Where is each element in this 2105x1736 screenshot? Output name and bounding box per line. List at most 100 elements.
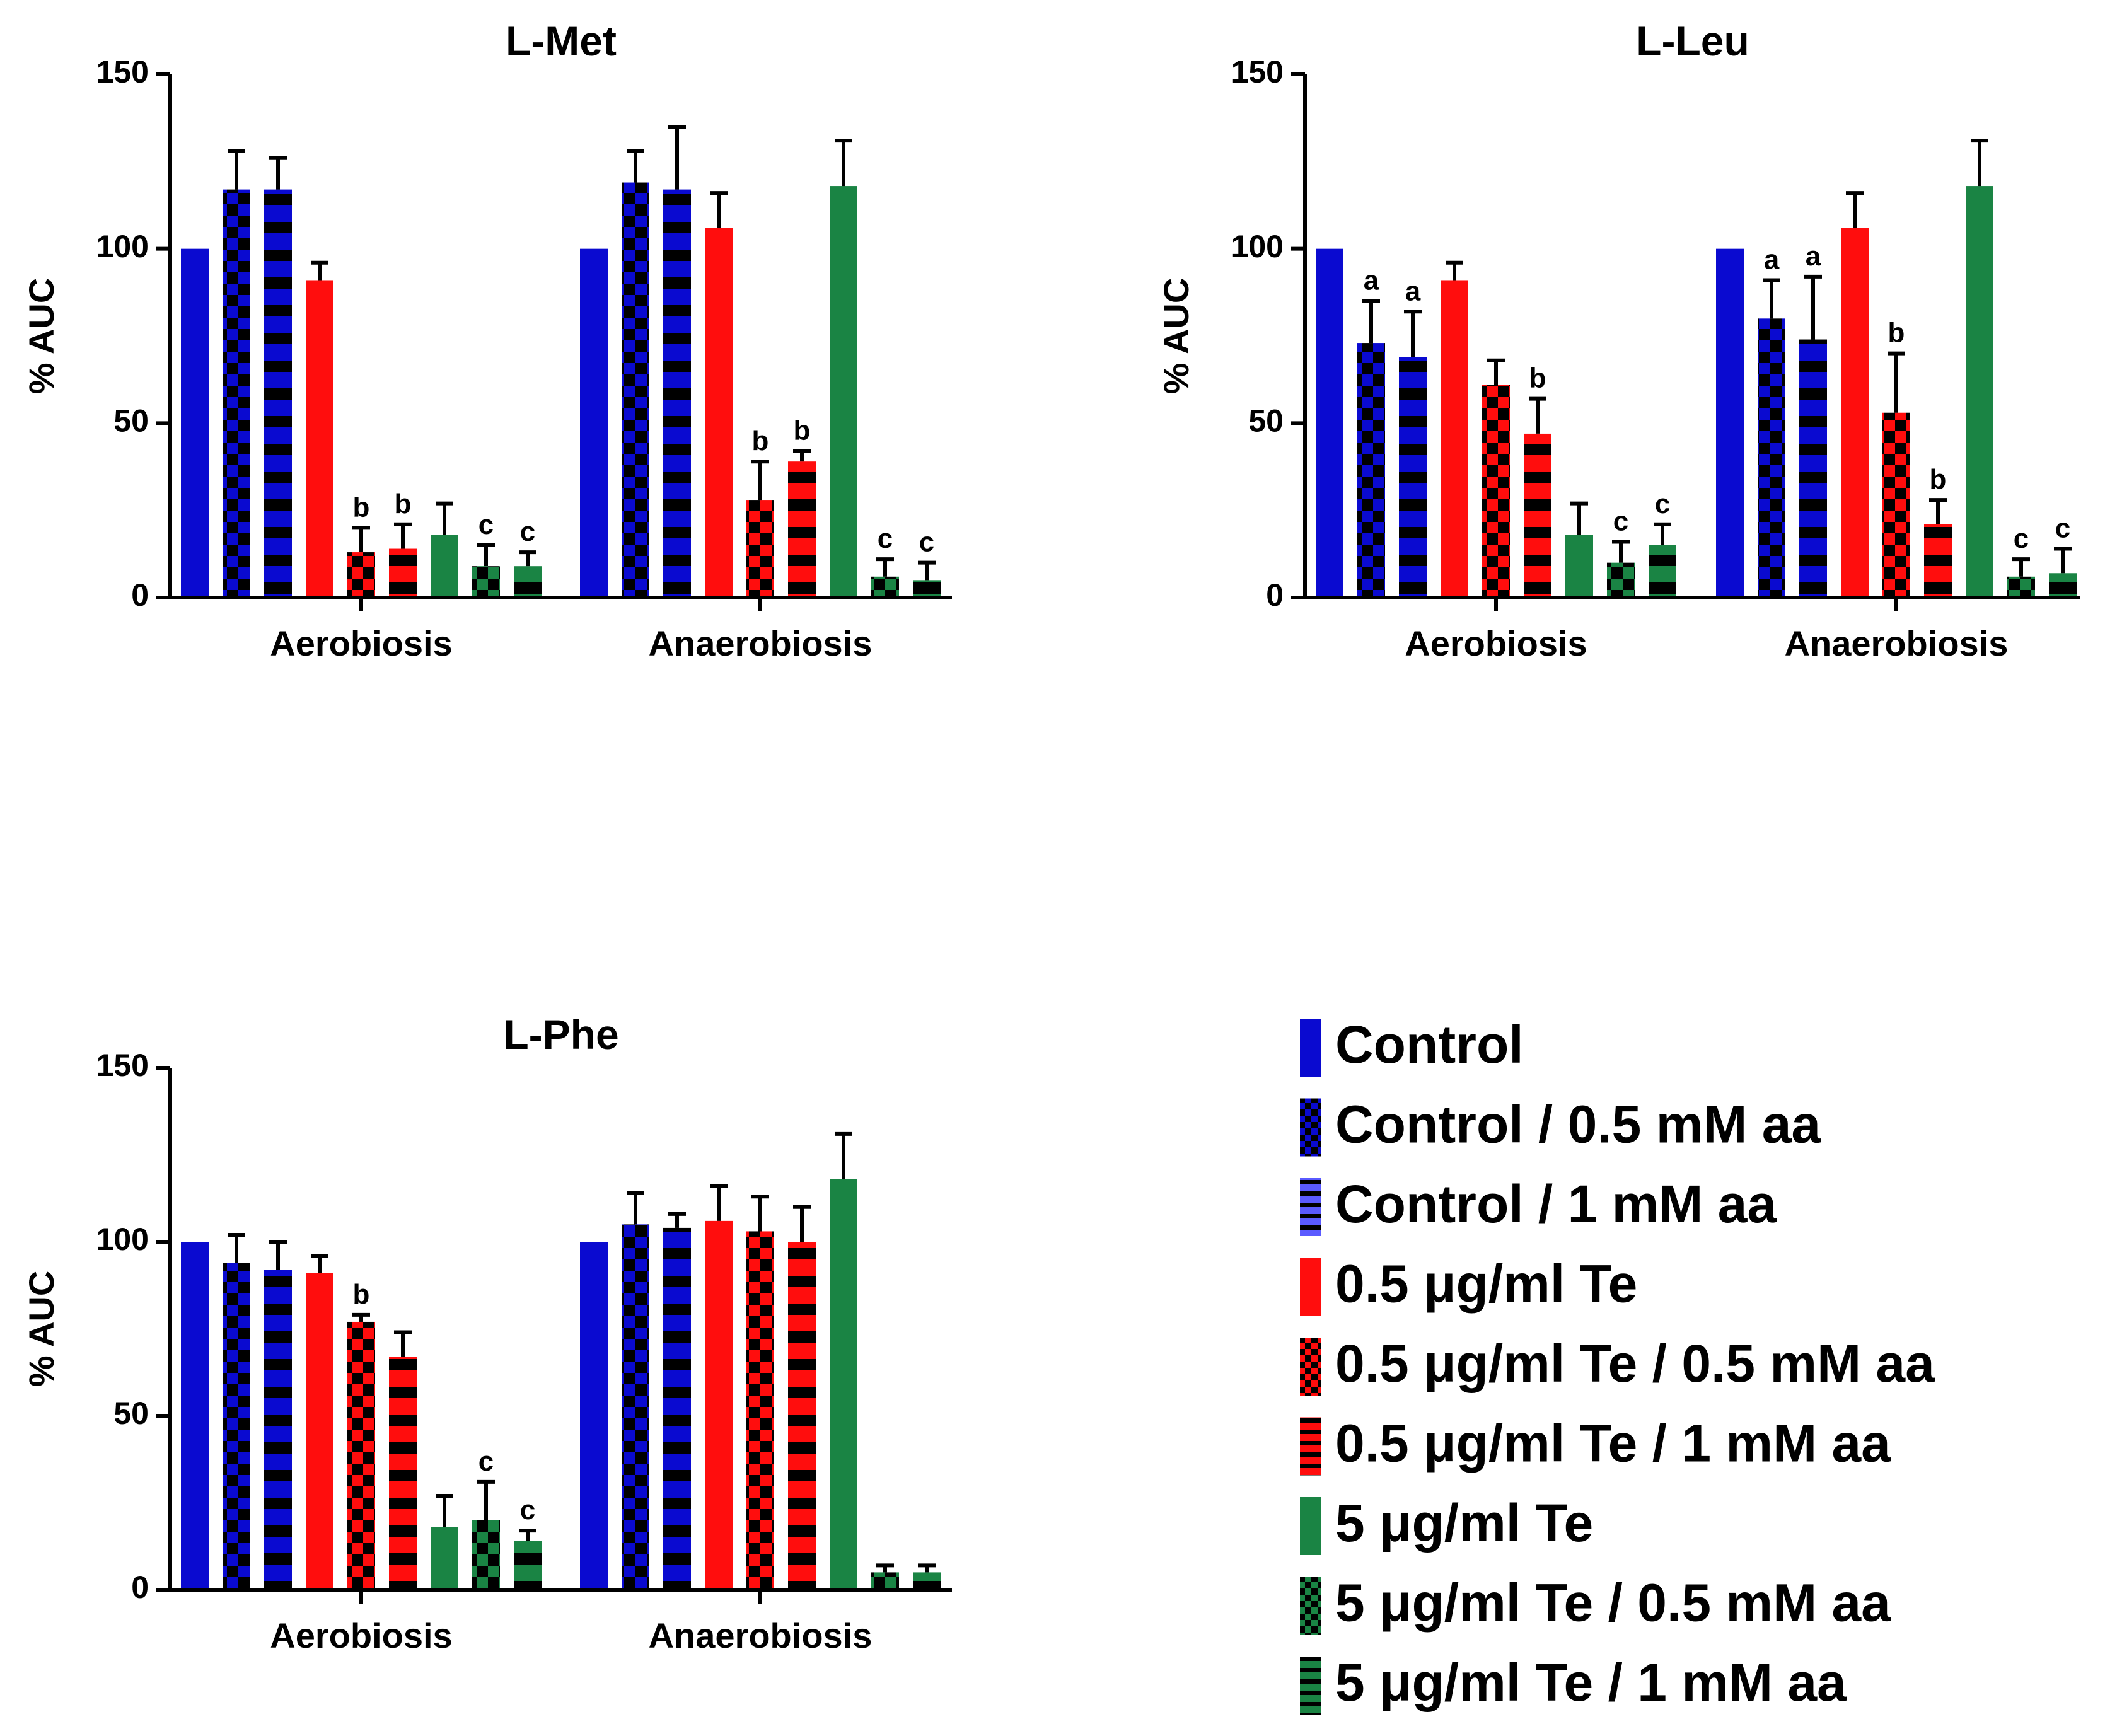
x-category-label: Aerobiosis bbox=[270, 623, 452, 663]
y-axis-label: % AUC bbox=[21, 1271, 61, 1387]
chart-title: L-Met bbox=[506, 18, 617, 64]
legend-swatch bbox=[1300, 1258, 1321, 1316]
bar bbox=[580, 248, 608, 598]
legend-label: 5 μg/ml Te / 0.5 mM aa bbox=[1335, 1573, 1891, 1633]
y-tick-label: 100 bbox=[96, 229, 149, 264]
legend-swatch bbox=[1300, 1657, 1321, 1715]
significance-label: c bbox=[2055, 513, 2070, 544]
bar bbox=[1357, 343, 1385, 598]
y-tick-label: 100 bbox=[1231, 229, 1284, 264]
legend-item: 5 μg/ml Te bbox=[1300, 1493, 1593, 1555]
y-axis-label: % AUC bbox=[1156, 278, 1196, 395]
y-tick-label: 50 bbox=[113, 1396, 149, 1431]
legend-label: 0.5 μg/ml Te bbox=[1335, 1254, 1637, 1314]
bar bbox=[580, 1242, 608, 1590]
bar bbox=[1758, 318, 1785, 598]
bar bbox=[223, 1263, 250, 1590]
legend-item: 0.5 μg/ml Te bbox=[1300, 1254, 1637, 1316]
bar bbox=[1441, 280, 1468, 598]
bar bbox=[2049, 573, 2077, 598]
bar bbox=[2007, 576, 2035, 598]
y-axis-label: % AUC bbox=[21, 278, 61, 395]
bar bbox=[1316, 248, 1343, 598]
y-tick-label: 150 bbox=[96, 54, 149, 90]
bar bbox=[746, 500, 774, 598]
bar bbox=[347, 1321, 375, 1590]
bar bbox=[347, 552, 375, 598]
bar bbox=[472, 566, 500, 598]
legend: Control Control / 0.5 mM aa Control / 1 mM… bbox=[1300, 1015, 1935, 1715]
legend-item: 5 μg/ml Te / 0.5 mM aa bbox=[1300, 1573, 1891, 1635]
chart-title: L-Leu bbox=[1636, 18, 1749, 64]
bar bbox=[830, 1179, 857, 1590]
legend-label: 5 μg/ml Te / 1 mM aa bbox=[1335, 1653, 1847, 1712]
bar bbox=[389, 548, 417, 598]
legend-item: 5 μg/ml Te / 1 mM aa bbox=[1300, 1653, 1847, 1715]
bar bbox=[746, 1231, 774, 1590]
y-tick-label: 50 bbox=[113, 403, 149, 439]
legend-swatch bbox=[1300, 1577, 1321, 1635]
x-category-label: Anaerobiosis bbox=[649, 1616, 873, 1655]
legend-swatch bbox=[1300, 1019, 1321, 1077]
bar bbox=[1482, 385, 1510, 598]
bar bbox=[788, 1242, 816, 1590]
significance-label: b bbox=[1888, 318, 1905, 349]
bar bbox=[1399, 357, 1427, 598]
significance-label: a bbox=[1405, 275, 1421, 306]
legend-item: 0.5 μg/ml Te / 1 mM aa bbox=[1300, 1414, 1891, 1476]
significance-label: a bbox=[1806, 241, 1821, 272]
bar bbox=[913, 580, 941, 598]
bar bbox=[1524, 433, 1551, 598]
legend-label: 0.5 μg/ml Te / 0.5 mM aa bbox=[1335, 1334, 1935, 1393]
x-category-label: Anaerobiosis bbox=[649, 623, 873, 663]
x-category-label: Aerobiosis bbox=[1405, 623, 1587, 663]
bar bbox=[663, 189, 691, 598]
legend-item: 0.5 μg/ml Te / 0.5 mM aa bbox=[1300, 1334, 1935, 1396]
legend-swatch bbox=[1300, 1417, 1321, 1476]
chart-title: L-Phe bbox=[503, 1011, 618, 1058]
bar bbox=[1966, 186, 1993, 598]
bar bbox=[389, 1357, 417, 1590]
bar bbox=[306, 1273, 333, 1590]
bar bbox=[1565, 535, 1593, 598]
significance-label: c bbox=[478, 1446, 494, 1477]
bar bbox=[1841, 228, 1869, 598]
bar bbox=[871, 1572, 899, 1590]
x-category-label: Aerobiosis bbox=[270, 1616, 452, 1655]
y-tick-label: 0 bbox=[131, 1570, 149, 1605]
legend-swatch bbox=[1300, 1497, 1321, 1555]
y-tick-label: 0 bbox=[131, 577, 149, 613]
bar bbox=[1649, 545, 1676, 598]
significance-label: b bbox=[395, 489, 412, 519]
significance-label: c bbox=[919, 527, 934, 558]
bar bbox=[1716, 248, 1744, 598]
bar bbox=[431, 535, 458, 598]
bar bbox=[264, 189, 292, 598]
bar bbox=[871, 576, 899, 598]
significance-label: c bbox=[520, 516, 535, 547]
legend-item: Control / 0.5 mM aa bbox=[1300, 1095, 1821, 1157]
significance-label: b bbox=[794, 415, 811, 446]
y-tick-label: 150 bbox=[1231, 54, 1284, 90]
significance-label: c bbox=[478, 509, 494, 540]
significance-label: b bbox=[353, 1279, 370, 1310]
bar bbox=[705, 228, 733, 598]
x-category-label: Anaerobiosis bbox=[1785, 623, 2009, 663]
legend-label: 0.5 μg/ml Te / 1 mM aa bbox=[1335, 1414, 1891, 1473]
bar bbox=[223, 189, 250, 598]
legend-item: Control / 1 mM aa bbox=[1300, 1174, 1777, 1236]
bar bbox=[788, 461, 816, 598]
bar bbox=[1607, 562, 1635, 598]
legend-swatch bbox=[1300, 1178, 1321, 1236]
bar bbox=[431, 1527, 458, 1590]
significance-label: b bbox=[1930, 464, 1947, 495]
bar bbox=[472, 1520, 500, 1590]
y-tick-label: 150 bbox=[96, 1048, 149, 1083]
bar bbox=[514, 566, 542, 598]
bar bbox=[181, 248, 209, 598]
y-tick-label: 100 bbox=[96, 1222, 149, 1257]
bar bbox=[622, 182, 649, 598]
legend-label: Control / 1 mM aa bbox=[1335, 1174, 1777, 1234]
